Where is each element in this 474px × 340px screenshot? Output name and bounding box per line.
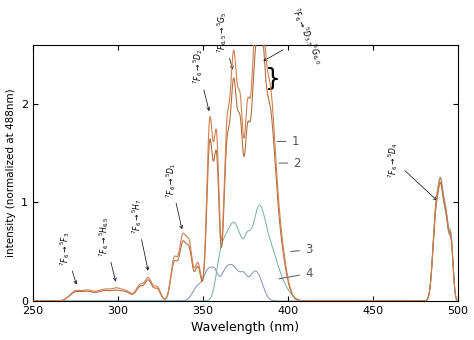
Text: 4: 4 [279,267,312,280]
Text: 1: 1 [277,135,299,148]
Text: $^7F_6$$\rightarrow$$^5H_{6.5}$: $^7F_6$$\rightarrow$$^5H_{6.5}$ [98,216,116,281]
Text: $^7F_6$$\rightarrow$$^5D_1$: $^7F_6$$\rightarrow$$^5D_1$ [164,162,182,228]
Text: 2: 2 [279,157,301,170]
X-axis label: Wavelength (nm): Wavelength (nm) [191,321,300,335]
Text: $^7F_6$$\rightarrow$$^5H_7$: $^7F_6$$\rightarrow$$^5H_7$ [130,199,149,270]
Text: $^7F_6$$\rightarrow$$^5D_4$: $^7F_6$$\rightarrow$$^5D_4$ [386,142,437,200]
Text: $^7F_6$$\rightarrow$$^5F_3$: $^7F_6$$\rightarrow$$^5F_3$ [58,231,77,284]
Y-axis label: intensity (normalized at 488nm): intensity (normalized at 488nm) [6,89,16,257]
Text: $^7F_6$$\rightarrow$$^5D_2$: $^7F_6$$\rightarrow$$^5D_2$ [191,49,210,110]
Text: $^7F_6$$\rightarrow$$^5D_{3,5}$$^5G_{6,0}$: $^7F_6$$\rightarrow$$^5D_{3,5}$$^5G_{6,0… [264,5,326,67]
Text: }: } [264,67,281,91]
Text: 3: 3 [291,243,312,256]
Text: $^7F_{6,5}$$\rightarrow$$^5G_5$: $^7F_{6,5}$$\rightarrow$$^5G_5$ [215,11,233,69]
